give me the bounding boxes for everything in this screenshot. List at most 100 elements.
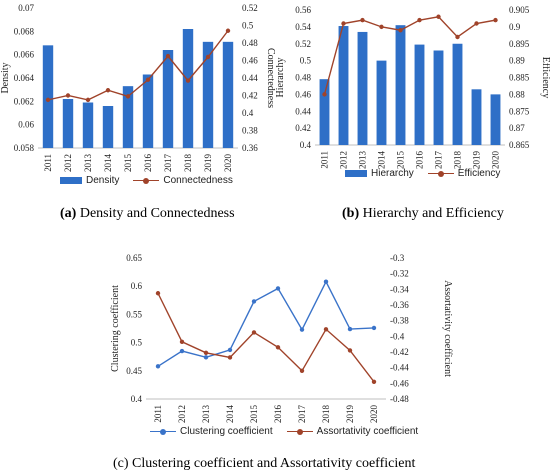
y-left-tick-label: 0.4 [131,394,143,404]
series-line [47,30,229,101]
y-right-tick-label: 0.905 [509,5,530,15]
point [474,21,479,26]
point [371,325,377,331]
legend-label-density: Density [86,175,120,186]
point [227,355,233,360]
series-line [157,280,375,367]
point [455,34,460,40]
y-left-tick-label: 0.44 [295,106,311,116]
line-marker-swatch-icon [150,427,176,437]
caption-c: (c) Clustering coefficient and Assortati… [113,456,415,472]
y-right-tick-label: 0.89 [509,56,525,66]
x-tick-label: 2015 [249,405,259,424]
y-right-tick-label: -0.4 [390,331,405,341]
y-right-tick-label: 0.895 [509,39,530,49]
point [85,97,91,103]
y-left-tick-label: 0.058 [14,143,35,153]
y-left-axis-title: Clustering coefficient [110,285,121,372]
point [179,348,185,354]
bar [471,89,482,145]
x-tick-label: 2020 [491,151,501,170]
y-right-tick-label: -0.42 [390,347,409,357]
bar [376,60,387,145]
x-tick-label: 2017 [297,405,307,424]
x-tick-label: 2019 [203,154,213,173]
x-tick-label: 2011 [320,151,330,169]
x-tick-label: 2014 [103,154,113,173]
x-tick-label: 2011 [153,405,163,423]
x-tick-label: 2015 [123,154,133,173]
y-right-tick-label: -0.38 [390,316,409,326]
bar [357,31,368,145]
series-line [157,292,375,383]
point [379,24,384,30]
y-right-axis-title: Assortativity coefficient [442,280,453,377]
bar [42,45,54,149]
y-right-tick-label: 0.46 [242,56,258,66]
y-right-tick-label: 0.52 [242,3,258,13]
line-marker-swatch-icon [286,427,313,437]
x-tick-label: 2020 [369,405,379,424]
point [227,347,233,353]
y-right-tick-label: 0.88 [509,89,525,99]
point [125,94,131,99]
y-left-tick-label: 0.45 [126,366,142,376]
y-left-tick-label: 0.42 [295,123,311,133]
y-right-tick-label: 0.4 [242,108,254,118]
legend-item-density: Density [60,175,119,186]
line-marker-swatch-icon [427,169,454,179]
y-right-tick-label: 0.865 [509,140,530,150]
y-left-tick-label: 0.064 [14,73,35,83]
x-tick-label: 2013 [201,405,211,424]
point [155,291,161,296]
y-left-axis-title: Hierarchy [275,58,286,98]
y-right-tick-label: -0.36 [390,300,409,310]
point [436,14,441,19]
legend-b: Hierarchy Efficiency [345,168,514,179]
hierarchy-efficiency-chart: 0.4 0.42 0.44 0.46 0.48 0.5 0.52 0.54 0.56 0.865 0… [275,5,550,170]
point [185,78,191,83]
point [275,345,281,350]
bar [122,86,134,148]
y-left-tick-label: 0.48 [295,73,311,83]
legend-item-assortativity: Assortativity coefficient [286,426,419,437]
density-connectedness-chart: 0.058 0.06 0.062 0.064 0.066 0.068 0.07 0.36 0.3… [0,3,275,173]
bar [490,94,501,145]
legend-item-clustering: Clustering coefficient [150,426,273,437]
legend-item-efficiency: Efficiency [427,168,500,179]
x-tick-label: 2018 [321,405,331,424]
bar [319,79,330,145]
y-left-axis-title: Density [0,62,11,93]
point [493,17,498,23]
legend-label-hierarchy: Hierarchy [371,168,414,179]
x-tick-label: 2018 [453,151,463,170]
point [299,327,305,332]
y-right-tick-label: -0.34 [390,284,409,294]
y-right-tick-label: 0.42 [242,91,258,101]
bar-swatch-icon [60,177,82,184]
point [251,299,257,304]
y-left-tick-label: 0.066 [14,50,35,60]
bar-swatch-icon [345,170,367,177]
point [371,379,377,384]
caption-a-label: (a) [60,206,77,221]
point [398,28,403,33]
caption-a-text: Density and Connectedness [79,206,235,221]
x-tick-label: 2020 [223,154,233,173]
point [45,97,51,103]
y-right-tick-label: -0.3 [390,253,405,263]
y-right-tick-label: 0.885 [509,73,530,83]
y-right-axis-title: Efficiency [540,57,550,98]
y-right-tick-label: 0.38 [242,126,258,136]
point [347,348,353,353]
point [155,364,161,369]
x-tick-label: 2013 [83,154,93,173]
bar [162,50,174,148]
legend-label-assortativity: Assortativity coefficient [316,426,419,437]
bar [338,26,349,145]
bar [414,44,425,145]
x-tick-label: 2012 [177,405,187,423]
y-left-tick-label: 0.54 [295,22,311,32]
point [145,77,151,82]
point [225,28,231,33]
